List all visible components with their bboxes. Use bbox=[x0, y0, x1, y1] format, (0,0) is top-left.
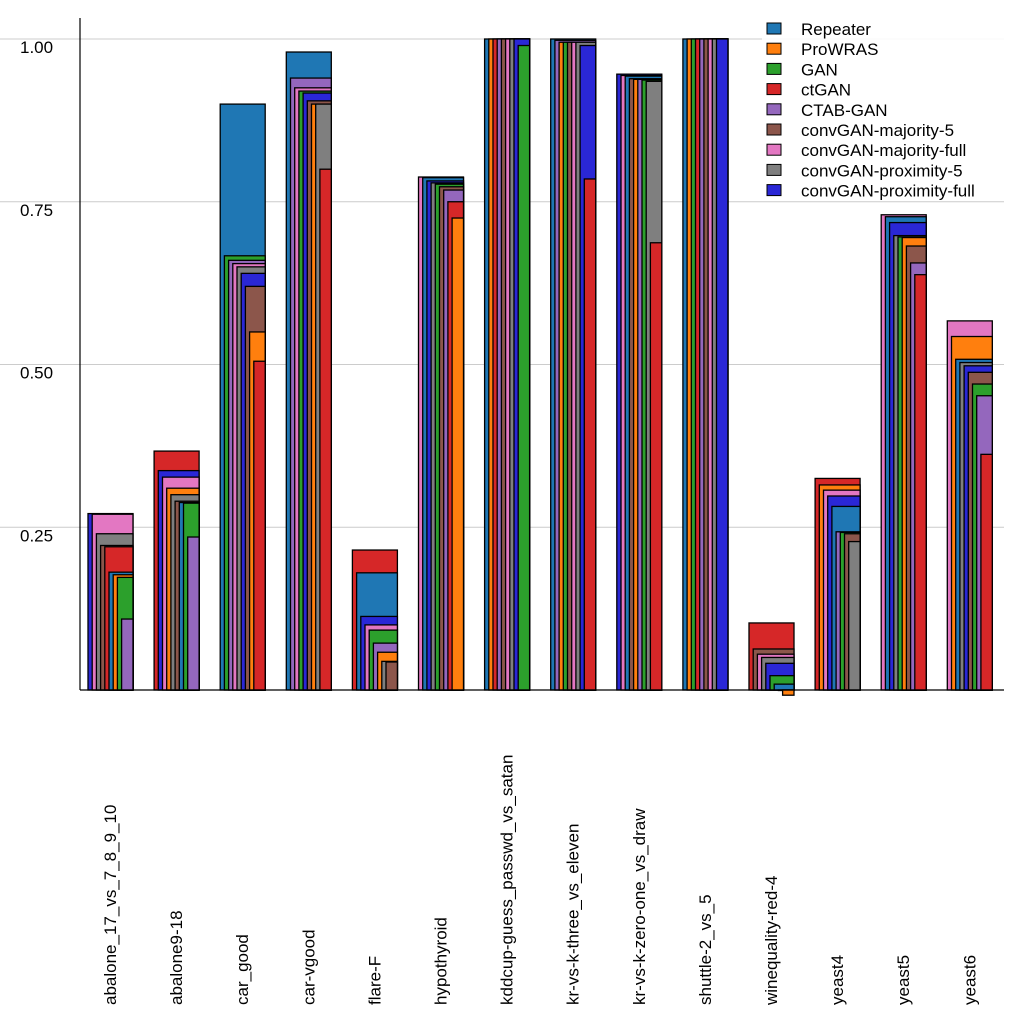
y-tick-label: 0.50 bbox=[20, 364, 53, 383]
x-tick-label: yeast4 bbox=[828, 955, 847, 1005]
legend: RepeaterProWRASGANctGANCTAB-GANconvGAN-m… bbox=[762, 18, 1010, 201]
legend-swatch bbox=[766, 83, 782, 96]
bar-group-hypothyroid bbox=[417, 176, 465, 691]
bar-group-yeast5 bbox=[880, 214, 927, 691]
legend-item: convGAN-proximity-5 bbox=[766, 161, 963, 180]
legend-label: ctGAN bbox=[801, 81, 851, 100]
bar-group-car_good bbox=[219, 103, 266, 691]
x-tick-label: abalone9-18 bbox=[167, 910, 186, 1005]
x-tick-label: kddcup-guess_passwd_vs_satan bbox=[498, 755, 517, 1005]
bars bbox=[87, 38, 993, 696]
bar-ctgan bbox=[914, 274, 927, 691]
legend-label: Repeater bbox=[801, 20, 871, 39]
y-tick-labels: 0.25 0.50 0.75 1.00 bbox=[20, 38, 53, 545]
legend-swatch bbox=[766, 123, 782, 136]
bar-group-kr-vs-k-three_vs_eleven bbox=[550, 38, 597, 691]
bar-group-winequality-red-4 bbox=[748, 622, 795, 696]
legend-label: ProWRAS bbox=[801, 40, 878, 59]
bar-ctgan bbox=[253, 360, 266, 691]
legend-item: ProWRAS bbox=[766, 40, 878, 59]
x-tick-label: yeast5 bbox=[894, 955, 913, 1005]
bar-prowras bbox=[781, 689, 795, 696]
legend-swatch bbox=[766, 42, 782, 55]
bar-repeater bbox=[773, 683, 795, 691]
legend-label: convGAN-majority-full bbox=[801, 141, 966, 160]
bar-ctab-gan bbox=[120, 618, 134, 691]
x-tick-label: car-vgood bbox=[299, 929, 318, 1005]
bar-convgan-majority-5 bbox=[385, 661, 399, 691]
bar-ctgan bbox=[583, 178, 597, 691]
bar-group-yeast4 bbox=[814, 477, 861, 691]
legend-label: CTAB-GAN bbox=[801, 101, 888, 120]
legend-label: convGAN-majority-5 bbox=[801, 121, 954, 140]
bar-group-shuttle-2_vs_5 bbox=[682, 38, 729, 691]
y-tick-label: 0.75 bbox=[20, 201, 53, 220]
legend-swatch bbox=[766, 143, 782, 156]
bar-prowras bbox=[451, 217, 465, 691]
legend-item: GAN bbox=[766, 60, 838, 79]
bar-group-car-vgood bbox=[285, 51, 332, 691]
x-tick-label: winequality-red-4 bbox=[762, 876, 781, 1006]
bar-group-abalone9-18 bbox=[153, 450, 200, 691]
bar-convgan-proximity-full bbox=[715, 38, 729, 691]
legend-item: ctGAN bbox=[766, 81, 851, 100]
x-tick-label: shuttle-2_vs_5 bbox=[696, 894, 715, 1005]
x-tick-label: car_good bbox=[233, 934, 252, 1005]
bar-group-abalone_17_vs_7_8_9_10 bbox=[87, 512, 134, 691]
y-tick-label: 1.00 bbox=[20, 38, 53, 57]
bar-ctgan bbox=[319, 168, 332, 691]
x-tick-label: abalone_17_vs_7_8_9_10 bbox=[101, 805, 120, 1005]
x-tick-label: flare-F bbox=[365, 956, 384, 1005]
bar-convgan-proximity-5 bbox=[848, 540, 861, 691]
bar-group-kddcup-guess_passwd_vs_satan bbox=[483, 38, 531, 691]
bar-group-flare-F bbox=[351, 549, 399, 691]
legend-swatch bbox=[766, 163, 782, 176]
legend-item: convGAN-majority-full bbox=[766, 141, 966, 160]
bar-gan bbox=[517, 44, 531, 691]
legend-swatch bbox=[766, 62, 782, 75]
x-tick-label: yeast6 bbox=[960, 955, 979, 1005]
bar-group-kr-vs-k-zero-one_vs_draw bbox=[616, 73, 663, 691]
legend-background bbox=[762, 18, 1010, 200]
legend-item: CTAB-GAN bbox=[766, 101, 888, 120]
x-tick-labels: abalone_17_vs_7_8_9_10 abalone9-18 car_goo… bbox=[101, 755, 979, 1006]
legend-swatch bbox=[766, 103, 782, 116]
legend-item: Repeater bbox=[766, 20, 871, 39]
bar-ctab-gan bbox=[187, 536, 200, 691]
legend-label: convGAN-proximity-full bbox=[801, 182, 975, 201]
y-tick-label: 0.25 bbox=[20, 526, 53, 545]
x-tick-label: kr-vs-k-zero-one_vs_draw bbox=[630, 808, 649, 1005]
x-tick-label: kr-vs-k-three_vs_eleven bbox=[564, 824, 583, 1005]
bar-ctgan bbox=[649, 242, 663, 691]
legend-item: convGAN-proximity-full bbox=[766, 182, 975, 201]
legend-item: convGAN-majority-5 bbox=[766, 121, 954, 140]
legend-swatch bbox=[766, 184, 782, 197]
bar-ctgan bbox=[980, 453, 993, 691]
x-tick-label: hypothyroid bbox=[432, 917, 451, 1005]
axes bbox=[79, 18, 1004, 691]
bar-group-yeast6 bbox=[946, 320, 993, 691]
legend-label: GAN bbox=[801, 60, 838, 79]
legend-label: convGAN-proximity-5 bbox=[801, 161, 963, 180]
legend-swatch bbox=[766, 22, 782, 35]
